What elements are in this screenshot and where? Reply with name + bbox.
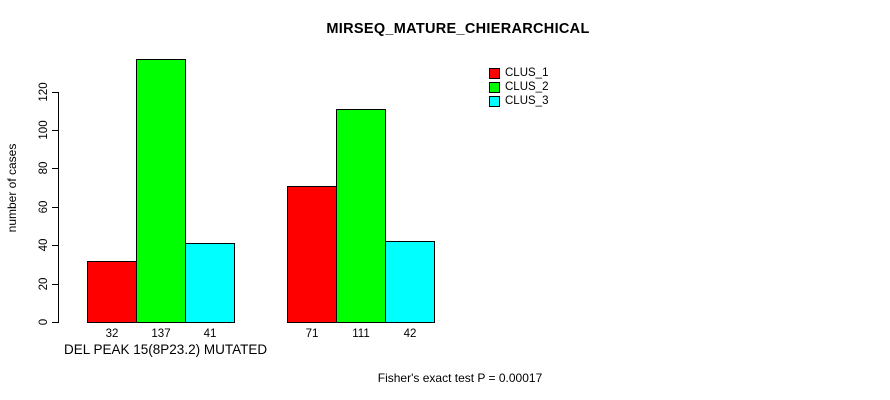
y-tick-label: 100 (38, 120, 50, 140)
x-axis-label: DEL PEAK 15(8P23.2) MUTATED (64, 342, 268, 357)
y-tick (52, 245, 58, 247)
legend-item-clus_3: CLUS_3 (489, 94, 548, 108)
y-tick (52, 168, 58, 170)
y-axis-line (58, 91, 59, 323)
y-tick-label: 0 (38, 318, 50, 326)
y-tick (52, 130, 58, 131)
bar-value-label: 71 (305, 328, 319, 340)
bar-value-label: 42 (403, 328, 417, 340)
bar-clus_1-group2 (287, 186, 337, 323)
y-tick (52, 91, 58, 93)
y-tick-label: 120 (38, 82, 50, 102)
bar-clus_1-group1 (87, 261, 137, 323)
legend-item-clus_2: CLUS_2 (489, 80, 548, 94)
legend: CLUS_1 CLUS_2 CLUS_3 (489, 66, 548, 108)
y-tick (52, 283, 58, 285)
bar-clus_3-group1 (185, 243, 235, 323)
y-tick (52, 206, 58, 208)
bar-value-label: 41 (203, 328, 217, 340)
y-tick (52, 322, 58, 323)
y-tick-label: 80 (38, 161, 50, 175)
bar-clus_2-group1 (136, 59, 186, 323)
bar-value-label: 137 (151, 328, 171, 340)
legend-label: CLUS_1 (505, 67, 549, 79)
legend-label: CLUS_3 (505, 95, 549, 107)
bar-value-label: 32 (105, 328, 119, 340)
legend-swatch-clus_3 (489, 95, 500, 107)
legend-item-clus_1: CLUS_1 (489, 66, 548, 80)
y-tick-label: 40 (38, 238, 50, 252)
legend-swatch-clus_2 (489, 81, 500, 93)
y-tick-label: 60 (38, 200, 50, 214)
bar-value-label: 111 (352, 328, 370, 340)
y-axis-label: number of cases (5, 143, 19, 233)
y-tick-label: 20 (38, 277, 50, 290)
legend-label: CLUS_2 (505, 81, 549, 93)
bar-clus_3-group2 (385, 241, 435, 323)
chart-title: MIRSEQ_MATURE_CHIERARCHICAL (326, 21, 590, 37)
legend-swatch-clus_1 (489, 67, 500, 79)
bar-clus_2-group2 (336, 109, 386, 323)
footer-text: Fisher's exact test P = 0.00017 (377, 371, 543, 385)
